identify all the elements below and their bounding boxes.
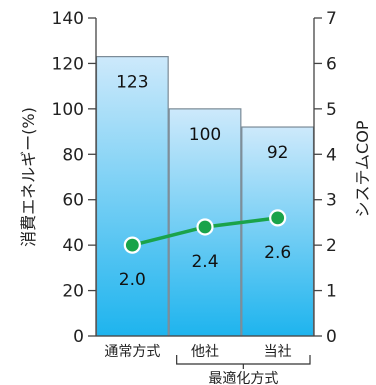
left-tick-label-6: 120 bbox=[52, 54, 84, 74]
y-axis-title: 消費エネルギー(%) bbox=[19, 107, 38, 247]
category-label-1: 通常方式 bbox=[104, 344, 160, 360]
bar-1 bbox=[95, 56, 169, 337]
right-tick-label-2: 2 bbox=[326, 236, 337, 256]
category-label-2: 他社 bbox=[191, 344, 219, 360]
bar-value-2: 100 bbox=[189, 125, 221, 145]
bar-3 bbox=[241, 126, 315, 337]
right-tick-label-1: 1 bbox=[326, 282, 337, 302]
right-tick-label-3: 3 bbox=[326, 191, 337, 211]
left-tick-label-0: 0 bbox=[73, 327, 84, 347]
cop-point-2 bbox=[196, 218, 214, 236]
left-tick-label-5: 100 bbox=[52, 100, 84, 120]
group-label: 最適化方式 bbox=[208, 370, 278, 385]
category-label-3: 当社 bbox=[264, 344, 292, 360]
cop-value-2: 2.4 bbox=[191, 252, 218, 272]
y2-axis-title: システムCOP bbox=[353, 120, 372, 217]
cop-value-1: 2.0 bbox=[119, 270, 146, 290]
right-tick-label-7: 7 bbox=[326, 9, 337, 29]
bars bbox=[95, 56, 315, 337]
labels: 123 100 92 2.0 2.4 2.6 bbox=[116, 73, 291, 291]
cop-point-3 bbox=[269, 209, 287, 227]
cop-value-3: 2.6 bbox=[264, 243, 291, 263]
left-tick-label-1: 20 bbox=[62, 282, 84, 302]
bar-value-3: 92 bbox=[267, 143, 289, 163]
right-tick-label-4: 4 bbox=[326, 145, 337, 165]
left-tick-label-4: 80 bbox=[62, 145, 84, 165]
left-tick-label-7: 140 bbox=[52, 9, 84, 29]
right-tick-label-0: 0 bbox=[326, 327, 337, 347]
cop-point-1 bbox=[123, 236, 141, 254]
cop-line bbox=[123, 209, 287, 254]
bar-value-1: 123 bbox=[116, 73, 148, 93]
left-tick-label-3: 60 bbox=[62, 191, 84, 211]
left-tick-label-2: 40 bbox=[62, 236, 84, 256]
right-tick-label-6: 6 bbox=[326, 54, 337, 74]
right-tick-label-5: 5 bbox=[326, 100, 337, 120]
